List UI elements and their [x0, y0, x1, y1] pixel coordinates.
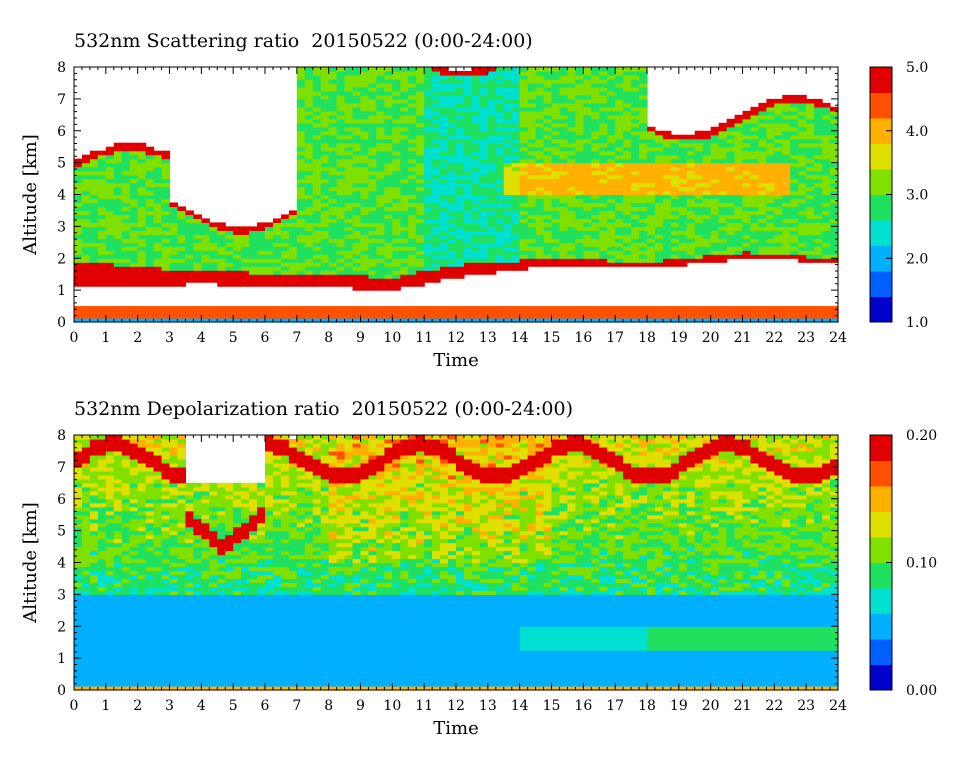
x-tick-label: 9 — [356, 698, 365, 714]
colorbar: 0.00 0.10 0.20 — [869, 428, 937, 699]
x-tick-label: 16 — [574, 698, 592, 714]
y-tick-label: 1 — [57, 651, 66, 667]
x-tick-label: 24 — [829, 330, 847, 346]
colorbar-tick-label: 3.0 — [906, 188, 928, 204]
y-tick-label: 0 — [57, 315, 66, 331]
x-tick-label: 2 — [133, 330, 142, 346]
y-axis-label: Altitude [km] — [20, 134, 41, 256]
x-tick-label: 18 — [638, 698, 656, 714]
colorbar: 1.0 2.0 3.0 4.0 5.0 — [869, 60, 928, 331]
x-tick-label: 20 — [702, 330, 720, 346]
x-tick-label: 22 — [765, 330, 783, 346]
y-tick-label: 6 — [57, 124, 66, 140]
x-tick-label: 14 — [511, 330, 529, 346]
x-tick-label: 4 — [197, 330, 206, 346]
x-tick-label: 12 — [447, 698, 465, 714]
x-tick-label: 23 — [797, 698, 815, 714]
x-tick-label: 15 — [543, 330, 561, 346]
y-tick-label: 8 — [57, 60, 66, 76]
x-tick-label: 16 — [574, 330, 592, 346]
x-tick-label: 2 — [133, 698, 142, 714]
x-axis-label: Time — [433, 718, 478, 739]
y-tick-label: 8 — [57, 428, 66, 444]
colorbar-tick-label: 0.20 — [906, 428, 937, 444]
x-tick-label: 8 — [324, 330, 333, 346]
x-tick-label: 3 — [165, 698, 174, 714]
x-tick-label: 7 — [292, 698, 301, 714]
y-tick-label: 4 — [57, 556, 66, 572]
x-tick-label: 5 — [229, 698, 238, 714]
heatmap-cells — [74, 435, 839, 691]
x-tick-label: 8 — [324, 698, 333, 714]
colorbar-tick-label: 1.0 — [906, 315, 928, 331]
y-axis-label: Altitude [km] — [20, 502, 41, 624]
y-tick-label: 3 — [57, 219, 66, 235]
depolarization-title: 532nm Depolarization ratio 20150522 (0:0… — [74, 398, 574, 420]
y-tick-label: 1 — [57, 283, 66, 299]
x-tick-label: 5 — [229, 330, 238, 346]
x-axis-label: Time — [433, 350, 478, 371]
x-tick-label: 19 — [670, 330, 688, 346]
x-tick-label: 17 — [606, 698, 624, 714]
x-tick-label: 17 — [606, 330, 624, 346]
y-tick-label: 5 — [57, 156, 66, 172]
y-tick-label: 3 — [57, 587, 66, 603]
x-tick-label: 7 — [292, 330, 301, 346]
x-tick-label: 23 — [797, 330, 815, 346]
heatmap-cells — [74, 67, 839, 323]
y-tick-label: 6 — [57, 492, 66, 508]
x-tick-label: 13 — [479, 698, 497, 714]
x-tick-label: 0 — [70, 698, 79, 714]
y-tick-label: 7 — [57, 92, 66, 108]
x-tick-label: 3 — [165, 330, 174, 346]
x-tick-label: 21 — [734, 698, 752, 714]
colorbar-tick-label: 0.00 — [906, 683, 937, 699]
x-tick-label: 1 — [101, 698, 110, 714]
x-tick-label: 6 — [261, 330, 270, 346]
x-tick-label: 24 — [829, 698, 847, 714]
x-tick-label: 18 — [638, 330, 656, 346]
x-tick-label: 10 — [383, 698, 401, 714]
x-tick-label: 4 — [197, 698, 206, 714]
x-tick-label: 15 — [543, 698, 561, 714]
x-tick-label: 0 — [70, 330, 79, 346]
x-tick-label: 20 — [702, 698, 720, 714]
y-tick-label: 7 — [57, 460, 66, 476]
colorbar-tick-label: 5.0 — [906, 60, 928, 76]
x-tick-label: 13 — [479, 330, 497, 346]
y-tick-label: 4 — [57, 188, 66, 204]
y-tick-label: 0 — [57, 683, 66, 699]
x-tick-label: 11 — [415, 698, 433, 714]
scattering-title: 532nm Scattering ratio 20150522 (0:00-24… — [74, 30, 533, 52]
scattering-panel: 532nm Scattering ratio 20150522 (0:00-24… — [20, 30, 928, 371]
x-tick-label: 9 — [356, 330, 365, 346]
y-tick-label: 5 — [57, 524, 66, 540]
x-tick-label: 1 — [101, 330, 110, 346]
depolarization-plot: 0 1 2 3 4 5 6 7 8 9 10 11 12 13 14 15 16 17 18 19 20 21 22 23 24… — [20, 428, 937, 739]
colorbar-tick-label: 4.0 — [906, 124, 928, 140]
x-tick-label: 14 — [511, 698, 529, 714]
x-tick-label: 19 — [670, 698, 688, 714]
x-tick-label: 11 — [415, 330, 433, 346]
depolarization-panel: 532nm Depolarization ratio 20150522 (0:0… — [0, 385, 960, 770]
x-tick-label: 10 — [383, 330, 401, 346]
x-tick-label: 21 — [734, 330, 752, 346]
scattering-plot: 0 1 2 3 4 5 6 7 8 9 10 11 12 13 14 15 16 17 18 19 20 21 22 23 24… — [20, 60, 928, 371]
x-tick-label: 22 — [765, 698, 783, 714]
x-tick-label: 6 — [261, 698, 270, 714]
y-tick-label: 2 — [57, 251, 66, 267]
colorbar-tick-label: 0.10 — [906, 556, 937, 572]
colorbar-tick-label: 2.0 — [906, 251, 928, 267]
y-tick-label: 2 — [57, 619, 66, 635]
x-tick-label: 12 — [447, 330, 465, 346]
